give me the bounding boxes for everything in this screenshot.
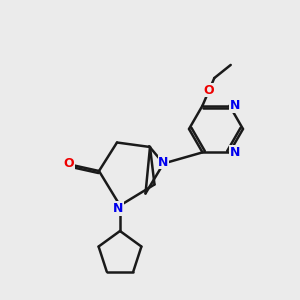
Text: O: O (203, 84, 214, 97)
Text: N: N (158, 155, 169, 169)
Text: N: N (230, 99, 240, 112)
Text: O: O (63, 158, 74, 170)
Text: N: N (113, 202, 124, 215)
Text: N: N (230, 146, 240, 159)
